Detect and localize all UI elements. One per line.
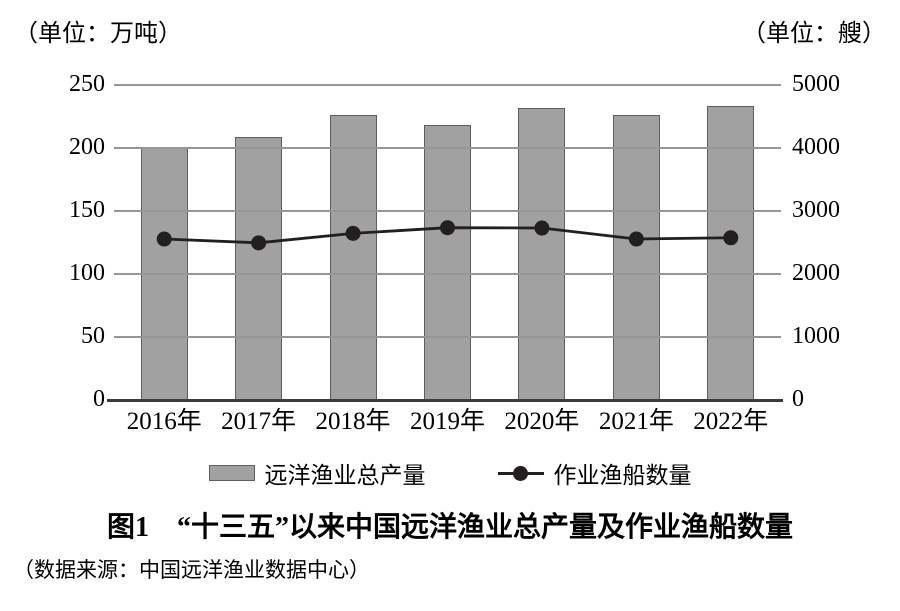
left-axis-unit-label: （单位：万吨） xyxy=(14,21,182,47)
right-axis-unit-label: （单位：艘） xyxy=(742,21,886,47)
gridline xyxy=(114,336,781,338)
legend-line-dot-icon xyxy=(513,465,528,481)
legend-label-production: 远洋渔业总产量 xyxy=(264,463,426,488)
line-dot-swatch-icon xyxy=(497,465,544,481)
legend-label-vessels: 作业渔船数量 xyxy=(553,463,692,488)
legend: 远洋渔业总产量 作业渔船数量 xyxy=(0,456,900,490)
x-axis-label: 2022年 xyxy=(693,408,769,435)
right-axis-tick: 1000 xyxy=(792,323,840,349)
bar-swatch-icon xyxy=(208,465,255,481)
left-axis-tick: 100 xyxy=(69,260,105,286)
production-bar xyxy=(235,136,283,400)
production-bar xyxy=(329,115,377,400)
legend-item-vessels: 作业渔船数量 xyxy=(497,456,692,490)
data-source-note: （数据来源：中国远洋渔业数据中心） xyxy=(13,558,370,582)
x-axis-label: 2019年 xyxy=(409,408,485,435)
legend-item-production: 远洋渔业总产量 xyxy=(208,456,426,490)
left-axis-tick: 200 xyxy=(69,134,105,160)
x-axis-label: 2021年 xyxy=(598,408,674,435)
gridline xyxy=(114,273,781,275)
left-axis-tick: 50 xyxy=(81,323,105,349)
x-axis-label: 2016年 xyxy=(126,408,202,435)
x-axis-label: 2020年 xyxy=(504,408,580,435)
right-axis-tick: 2000 xyxy=(792,260,840,286)
x-axis-label: 2017年 xyxy=(221,408,297,435)
left-axis-tick: 250 xyxy=(69,71,105,97)
gridline xyxy=(114,84,781,86)
x-axis-line xyxy=(107,399,783,402)
figure-title: 图1 “十三五”以来中国远洋渔业总产量及作业渔船数量 xyxy=(106,512,793,543)
production-bar xyxy=(518,107,566,400)
production-bar xyxy=(612,115,660,400)
right-axis-tick: 4000 xyxy=(792,134,840,160)
right-axis-tick: 3000 xyxy=(792,197,840,223)
gridline xyxy=(114,210,781,212)
x-axis-label: 2018年 xyxy=(315,408,391,435)
right-axis-tick: 0 xyxy=(792,386,804,412)
production-bar xyxy=(707,106,755,400)
right-axis-tick: 5000 xyxy=(792,71,840,97)
gridline xyxy=(114,147,781,149)
production-bar xyxy=(424,125,471,400)
left-axis-tick: 0 xyxy=(93,386,105,412)
left-axis-tick: 150 xyxy=(69,197,105,223)
